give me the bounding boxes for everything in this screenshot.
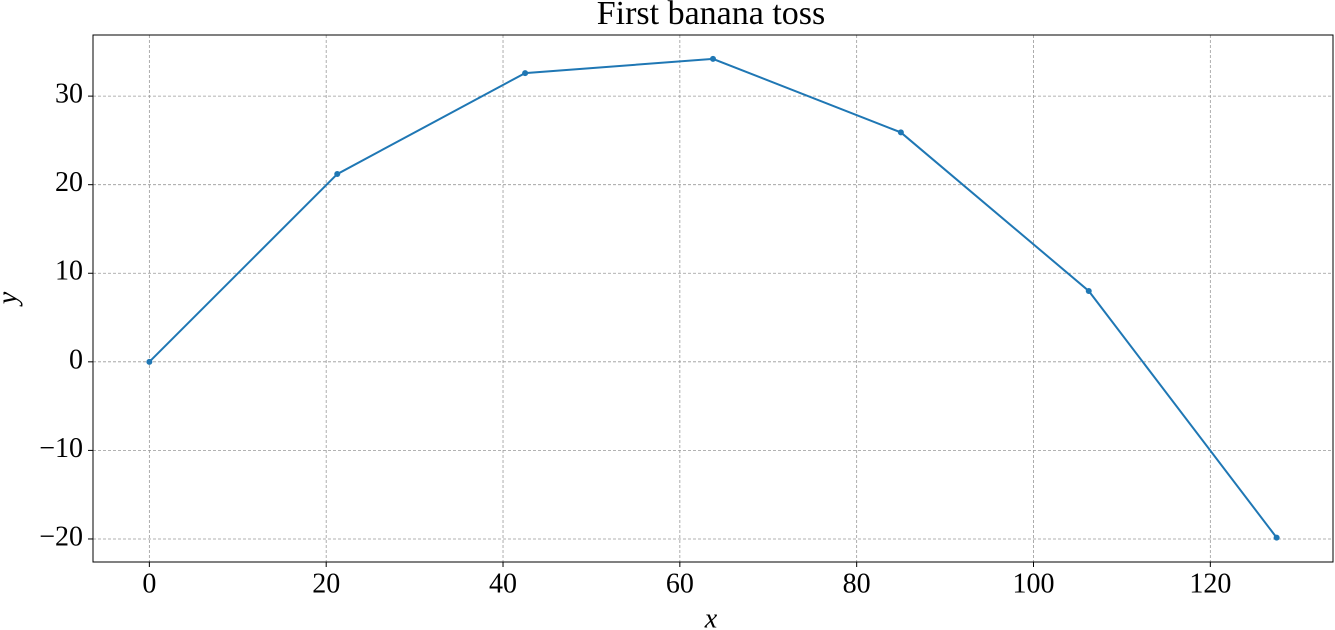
y-tick-label: 30 [55, 79, 83, 110]
data-point [146, 358, 153, 365]
x-tick-label: 80 [843, 568, 871, 599]
y-tick-label: 0 [69, 344, 83, 375]
x-tick-label: 120 [1189, 568, 1231, 599]
plot-frame [92, 34, 1334, 563]
y-tick-label: 20 [55, 167, 83, 198]
x-tick-label: 0 [142, 568, 156, 599]
x-tick-label: 60 [666, 568, 694, 599]
data-point [897, 129, 904, 136]
x-tick-label: 20 [312, 568, 340, 599]
y-tick-label: −10 [39, 433, 83, 464]
data-point [522, 70, 529, 77]
data-point [334, 171, 341, 178]
y-axis-label: y [0, 291, 23, 307]
x-axis-label: x [704, 603, 718, 630]
data-point [1273, 534, 1280, 541]
y-tick-label: −20 [39, 521, 83, 552]
x-tick-label: 100 [1012, 568, 1054, 599]
y-tick-label: 10 [55, 256, 83, 287]
chart-title: First banana toss [597, 0, 826, 32]
data-point [1085, 287, 1092, 294]
data-line [148, 57, 1278, 539]
data-point [710, 55, 716, 62]
x-tick-label: 40 [489, 568, 517, 599]
